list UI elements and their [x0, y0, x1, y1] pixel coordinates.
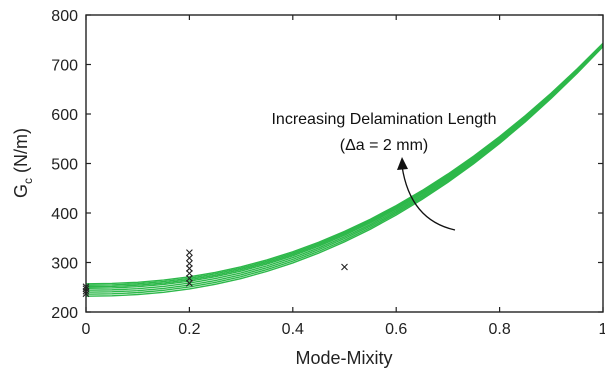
- data-point-marker: [341, 263, 348, 271]
- y-tick-label: 800: [51, 8, 78, 25]
- curve-line: [85, 44, 604, 291]
- y-tick-label: 600: [51, 107, 78, 124]
- y-tick-label: 500: [51, 157, 78, 174]
- x-tick-label: 0: [82, 321, 91, 338]
- y-tick-label: 300: [51, 256, 78, 273]
- data-point-marker: [186, 265, 193, 272]
- curve-line: [85, 46, 604, 297]
- y-axis-ticks: 200 300 400 500 600 700 800: [51, 8, 603, 322]
- y-tick-label: 400: [51, 206, 78, 223]
- annotation-arrow: [401, 165, 456, 231]
- data-point-marker: [186, 254, 193, 262]
- x-tick-label: 0.6: [385, 321, 407, 338]
- annotation-line2: (Δa = 2 mm): [340, 137, 428, 154]
- curve-line: [85, 45, 604, 293]
- curve-line: [85, 43, 604, 286]
- annotation-arrowhead: [397, 157, 408, 170]
- y-tick-label: 200: [51, 305, 78, 322]
- y-axis-label: Gc (N/m): [11, 128, 35, 198]
- x-axis-label: Mode-Mixity: [295, 348, 392, 368]
- data-point-marker: [186, 274, 193, 282]
- data-point-marker: [186, 279, 193, 287]
- x-tick-label: 0.2: [178, 321, 200, 338]
- x-axis-ticks: 0 0.2 0.4 0.6 0.8 1: [82, 15, 605, 338]
- y-tick-label: 700: [51, 58, 78, 75]
- annotation-line1: Increasing Delamination Length: [271, 111, 496, 128]
- data-point-marker: [186, 270, 193, 277]
- data-point-marker: [186, 249, 193, 256]
- curve-line: [85, 45, 604, 295]
- curve-line: [85, 44, 604, 289]
- curve-family: [85, 42, 604, 297]
- x-tick-label: 0.4: [282, 321, 304, 338]
- data-point-marker: [186, 260, 193, 267]
- x-tick-label: 0.8: [488, 321, 510, 338]
- x-tick-label: 1: [599, 321, 605, 338]
- curve-line: [85, 43, 604, 288]
- curve-line: [85, 42, 604, 285]
- scatter-points: [82, 249, 348, 298]
